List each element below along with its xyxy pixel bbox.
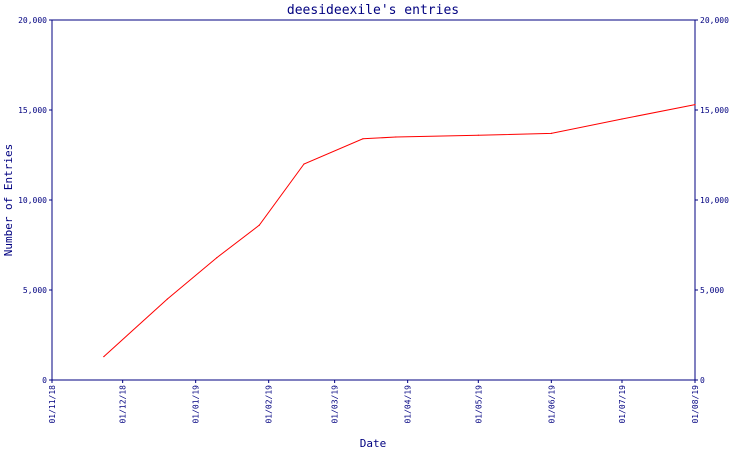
data-point (303, 163, 305, 165)
data-point (103, 356, 105, 358)
y-tick-label-right: 10,000 (700, 196, 729, 205)
y-tick-label-right: 15,000 (700, 106, 729, 115)
y-tick-label-right: 5,000 (700, 286, 724, 295)
data-point (362, 138, 364, 140)
data-point (621, 118, 623, 120)
x-tick-label: 01/05/19 (474, 385, 483, 424)
plot-area-frame (51, 19, 696, 381)
x-tick-label: 01/08/19 (691, 385, 700, 424)
data-series (103, 104, 696, 358)
data-point (550, 132, 552, 134)
y-tick-label-left: 5,000 (23, 286, 47, 295)
y-tick-label-right: 20,000 (700, 16, 729, 25)
data-point (166, 298, 169, 300)
x-tick-label: 01/03/19 (331, 385, 340, 424)
y-tick-label-left: 0 (42, 376, 47, 385)
series-line (103, 104, 696, 357)
x-axis-label: Date (360, 437, 387, 450)
y-tick-label-left: 20,000 (18, 16, 47, 25)
chart-title: deesideexile's entries (287, 3, 459, 18)
data-point (395, 136, 397, 138)
data-point (694, 104, 696, 106)
y-tick-label-left: 15,000 (18, 106, 47, 115)
x-tick-label: 01/04/19 (404, 385, 413, 424)
data-point (258, 224, 260, 226)
data-point (216, 257, 218, 259)
y-axis-left: 0 5,000 10,000 15,000 20,000 (18, 16, 52, 385)
x-tick-label: 01/01/19 (192, 385, 201, 424)
x-tick-label: 01/11/18 (48, 385, 57, 424)
x-tick-label: 01/07/19 (618, 385, 627, 424)
x-tick-label: 01/02/19 (265, 385, 274, 424)
y-axis-right: 0 5,000 10,000 15,000 20,000 (695, 16, 729, 385)
x-axis: 01/11/18 01/12/18 01/01/19 01/02/19 01/03/19… (48, 380, 700, 424)
data-point (477, 134, 479, 136)
x-tick-label: 01/06/19 (547, 385, 556, 424)
y-tick-label-left: 10,000 (18, 196, 47, 205)
y-tick-label-right: 0 (700, 376, 705, 385)
x-tick-label: 01/12/18 (119, 385, 128, 424)
y-axis-label: Number of Entries (2, 144, 15, 257)
